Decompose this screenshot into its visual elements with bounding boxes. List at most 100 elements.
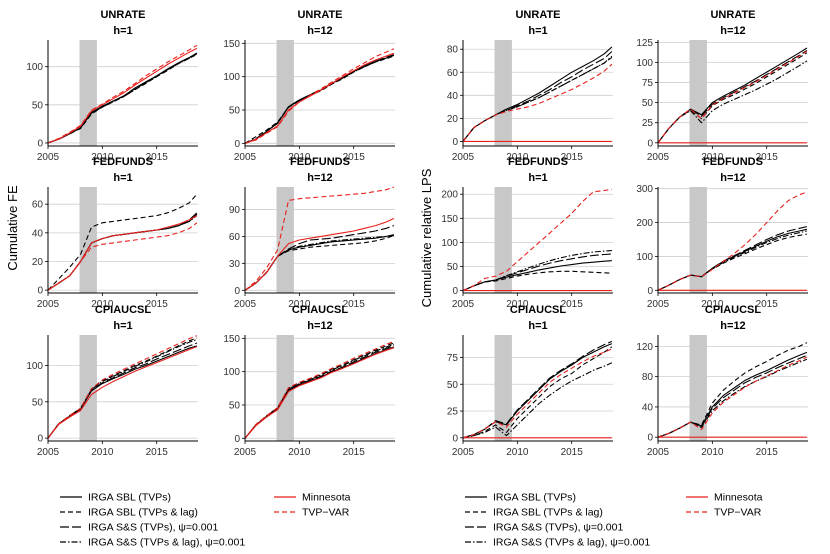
recession-shading (689, 187, 707, 293)
legend-item: IRGA SBL (TVPs & lag) (465, 507, 603, 519)
y-tick-label: 60 (229, 232, 241, 243)
y-tick-label: 0 (452, 137, 458, 148)
recession-shading (276, 335, 294, 441)
panel-title: FEDFUNDS (93, 156, 153, 168)
series-line-1 (244, 342, 395, 439)
recession-shading (79, 335, 97, 441)
y-tick-label: 100 (223, 367, 240, 378)
x-tick-label: 2005 (647, 152, 670, 163)
chart-panel-unrate-fe-h1: UNRATE h=1 0 50 100 2005 2010 2015 (26, 9, 198, 163)
series-line-3 (462, 55, 613, 142)
panel-title: UNRATE (710, 9, 755, 21)
series-line-3 (657, 230, 808, 291)
legend-item: TVP−VAR (274, 507, 350, 519)
legend-item: Minnesota (686, 492, 763, 504)
panel-title: CPIAUCSL (292, 304, 349, 316)
y-tick-label: 150 (441, 214, 458, 225)
y-tick-label: 0 (234, 286, 240, 297)
y-tick-label: 25 (447, 407, 459, 418)
series-line-2 (244, 225, 395, 291)
chart-panel-cpiaucsl-fe-h1: CPIAUCSL h=1 0 50 100 2005 2010 2015 (26, 304, 198, 458)
recession-shading (79, 40, 97, 146)
series-line-5 (244, 341, 395, 439)
y-tick-label: 100 (26, 361, 43, 372)
series-line-1 (657, 342, 808, 438)
legend-item: IRGA S&S (TVPs), ψ=0.001 (60, 522, 218, 534)
x-tick-label: 2005 (647, 447, 670, 458)
legend-item: IRGA S&S (TVPs & lag), ψ=0.001 (60, 537, 245, 549)
x-tick-label: 2015 (561, 447, 584, 458)
y-tick-label: 0 (37, 286, 43, 297)
y-tick-label: 75 (447, 353, 459, 364)
panel-title: FEDFUNDS (508, 156, 568, 168)
chart-panel-cpiaucsl-lps-h12: CPIAUCSL h=12 0 40 80 120 2005 2010 2015 (636, 304, 808, 458)
legend-item: TVP−VAR (686, 507, 762, 519)
panel-title: CPIAUCSL (95, 304, 152, 316)
series-line-1 (462, 56, 613, 142)
legend-label: IRGA SBL (TVPs) (493, 492, 576, 504)
series-line-5 (47, 335, 198, 439)
x-tick-label: 2010 (506, 152, 529, 163)
x-tick-label: 2005 (234, 447, 257, 458)
legend-left: IRGA SBL (TVPs) IRGA SBL (TVPs & lag) IRGA… (60, 492, 351, 549)
chart-panel-fedfunds-lps-h12: FEDFUNDS h=12 0 100 200 300 2005 2010 2015 (636, 156, 808, 310)
series-line-2 (462, 51, 613, 142)
legend-item: IRGA S&S (TVPs), ψ=0.001 (465, 522, 623, 534)
x-tick-label: 2015 (343, 447, 366, 458)
y-tick-label: 80 (642, 372, 654, 383)
series-line-2 (462, 340, 613, 439)
x-tick-label: 2010 (91, 152, 114, 163)
x-tick-label: 2005 (37, 447, 60, 458)
y-tick-label: 150 (223, 39, 240, 50)
series-line-5 (244, 186, 395, 291)
recession-shading (494, 187, 512, 293)
x-tick-label: 2005 (647, 299, 670, 310)
series-line-3 (462, 362, 613, 439)
y-tick-label: 100 (636, 252, 653, 263)
series-line-3 (462, 250, 612, 292)
legend-item: IRGA SBL (TVPs) (60, 492, 171, 504)
panel-subtitle: h=12 (720, 172, 745, 184)
y-tick-label: 50 (642, 98, 654, 109)
y-tick-label: 0 (234, 139, 240, 150)
x-tick-label: 2010 (288, 447, 311, 458)
x-tick-label: 2010 (288, 299, 311, 310)
y-tick-label: 200 (441, 190, 458, 201)
x-tick-label: 2010 (701, 447, 724, 458)
panel-subtitle: h=12 (307, 25, 332, 37)
y-tick-label: 40 (32, 228, 44, 239)
recession-shading (276, 187, 294, 293)
legend-label: IRGA SBL (TVPs) (88, 492, 171, 504)
series-line-1 (47, 337, 198, 439)
series-line-1 (657, 52, 808, 144)
chart-panel-cpiaucsl-fe-h12: CPIAUCSL h=12 0 50 100 150 2005 2010 2015 (223, 304, 395, 458)
recession-shading (79, 187, 97, 293)
y-tick-label: 120 (636, 342, 653, 353)
chart-panel-unrate-lps-h1: UNRATE h=1 0 20 40 60 80 2005 2010 2015 (447, 9, 613, 163)
series-line-5 (462, 188, 612, 292)
legend-label: IRGA S&S (TVPs), ψ=0.001 (88, 522, 218, 534)
y-tick-label: 90 (229, 205, 241, 216)
x-tick-label: 2015 (561, 152, 584, 163)
y-tick-label: 0 (452, 286, 458, 297)
x-tick-label: 2015 (146, 299, 169, 310)
recession-shading (689, 40, 707, 146)
chart-panel-fedfunds-lps-h1: FEDFUNDS h=1 0 50 100 150 200 2005 2010 2015 (441, 156, 613, 310)
x-tick-label: 2005 (234, 152, 257, 163)
legends: IRGA SBL (TVPs) IRGA SBL (TVPs & lag) IRGA… (60, 492, 763, 549)
legend-label: Minnesota (302, 492, 351, 504)
series-line-3 (47, 53, 198, 144)
panel-title: CPIAUCSL (510, 304, 567, 316)
x-tick-label: 2010 (701, 299, 724, 310)
series-line-4 (47, 47, 198, 144)
x-tick-label: 2005 (37, 299, 60, 310)
x-tick-label: 2005 (452, 299, 475, 310)
legend-label: TVP−VAR (302, 507, 350, 519)
series-line-1 (47, 193, 198, 291)
y-tick-label: 150 (223, 334, 240, 345)
y-tick-label: 20 (32, 257, 44, 268)
series-line-2 (47, 212, 198, 291)
panel-subtitle: h=12 (307, 320, 332, 332)
y-tick-label: 0 (234, 434, 240, 445)
